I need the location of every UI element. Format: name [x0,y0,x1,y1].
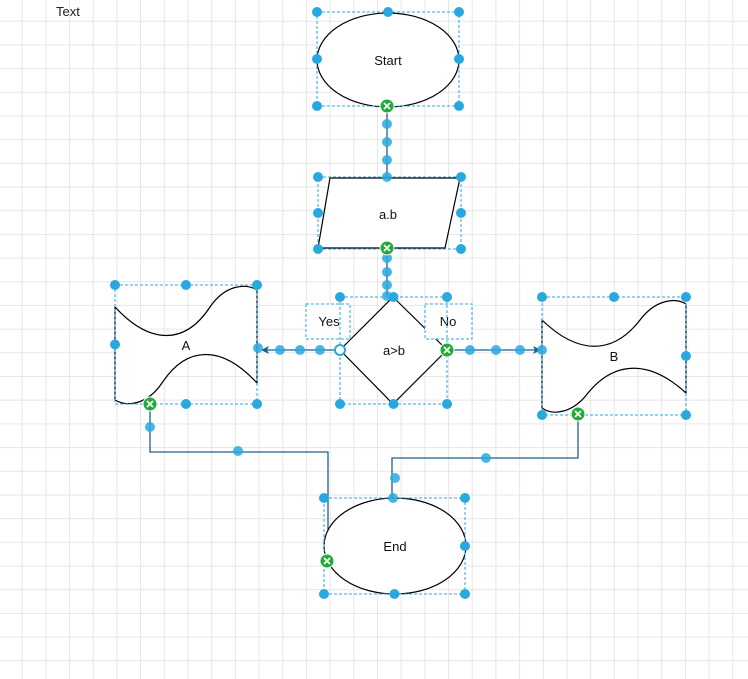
edge-waypoint-handle[interactable] [537,345,547,355]
resize-handle[interactable] [312,7,322,17]
shape-start-label: Start [374,53,402,68]
resize-handle[interactable] [454,101,464,111]
resize-handle[interactable] [442,399,452,409]
resize-handle[interactable] [460,541,470,551]
edge-waypoint-handle[interactable] [481,453,491,463]
resize-handle[interactable] [181,280,191,290]
resize-handle[interactable] [252,399,262,409]
close-icon [383,244,391,252]
free-text-label[interactable]: Text [56,4,80,19]
shape-decision-label: a>b [383,343,405,358]
shape-a-label: A [182,338,191,353]
edge-a-to-end[interactable] [149,404,329,560]
resize-handle[interactable] [110,280,120,290]
resize-handle[interactable] [319,493,329,503]
resize-handle[interactable] [383,7,393,17]
resize-handle[interactable] [609,292,619,302]
edge-waypoint-handle[interactable] [382,291,392,301]
resize-handle[interactable] [313,172,323,182]
shape-end[interactable]: End [323,497,467,595]
shape-end-label: End [383,539,406,554]
resize-handle[interactable] [681,292,691,302]
edge-waypoint-handle[interactable] [515,345,525,355]
resize-handle[interactable] [313,244,323,254]
resize-handle[interactable] [681,410,691,420]
edge-waypoint-handle[interactable] [382,253,392,263]
close-icon [443,346,451,354]
resize-handle[interactable] [335,292,345,302]
edge-waypoint-handle[interactable] [233,446,243,456]
resize-handle[interactable] [460,493,470,503]
resize-handle[interactable] [252,280,262,290]
edge-waypoint-handle[interactable] [275,345,285,355]
edge-waypoint-handle[interactable] [390,473,400,483]
edge-waypoint-handle[interactable] [382,119,392,129]
edge-waypoint-handle[interactable] [315,345,325,355]
edge-waypoint-handle[interactable] [382,280,392,290]
selection-handles[interactable] [110,7,691,599]
edge-waypoint-handle[interactable] [382,267,392,277]
edge-waypoint-handle[interactable] [491,345,501,355]
close-icon [383,102,391,110]
edge-label-yes[interactable]: Yes [305,303,351,340]
resize-handle[interactable] [388,399,399,409]
resize-handle[interactable] [456,244,466,254]
shape-a[interactable]: A [114,285,258,405]
resize-handle[interactable] [454,7,464,17]
edge-label-no-text: No [440,314,457,329]
resize-handle[interactable] [537,292,547,302]
edge-waypoint-handle[interactable] [382,137,392,147]
edge-label-no[interactable]: No [424,303,473,340]
resize-handle[interactable] [181,399,191,409]
shape-input[interactable]: a.b [317,177,461,249]
resize-handle[interactable] [681,351,691,361]
edge-waypoint-handle[interactable] [388,493,398,503]
shape-input-label: a.b [379,207,397,222]
close-icon [323,557,331,565]
edge-waypoint-handle[interactable] [382,155,392,165]
resize-handle[interactable] [319,589,329,599]
edge-waypoint-handle[interactable] [382,172,392,182]
edge-waypoint-handle[interactable] [295,345,305,355]
resize-handle[interactable] [460,589,470,599]
edge-waypoint-handle[interactable] [145,422,155,432]
resize-handle[interactable] [456,172,466,182]
shape-start[interactable]: Start [316,12,460,108]
close-icon [146,400,154,408]
shape-b-label: B [610,349,619,364]
resize-handle[interactable] [456,208,466,218]
shape-b[interactable]: B [541,300,687,413]
resize-handle[interactable] [442,292,452,302]
edge-waypoint-handle[interactable] [253,343,263,353]
resize-handle[interactable] [312,54,322,64]
resize-handle[interactable] [335,399,345,409]
resize-handle[interactable] [537,410,547,420]
resize-handle[interactable] [313,208,323,218]
connection-point-decision-yes[interactable] [334,344,346,356]
resize-handle[interactable] [312,101,322,111]
resize-handle[interactable] [454,54,464,64]
edge-waypoint-handle[interactable] [465,345,475,355]
close-icon [574,410,582,418]
resize-handle[interactable] [110,339,120,350]
resize-handle[interactable] [389,589,400,599]
edge-label-yes-text: Yes [318,314,340,329]
